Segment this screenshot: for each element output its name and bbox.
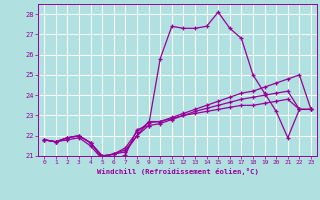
X-axis label: Windchill (Refroidissement éolien,°C): Windchill (Refroidissement éolien,°C) bbox=[97, 168, 259, 175]
